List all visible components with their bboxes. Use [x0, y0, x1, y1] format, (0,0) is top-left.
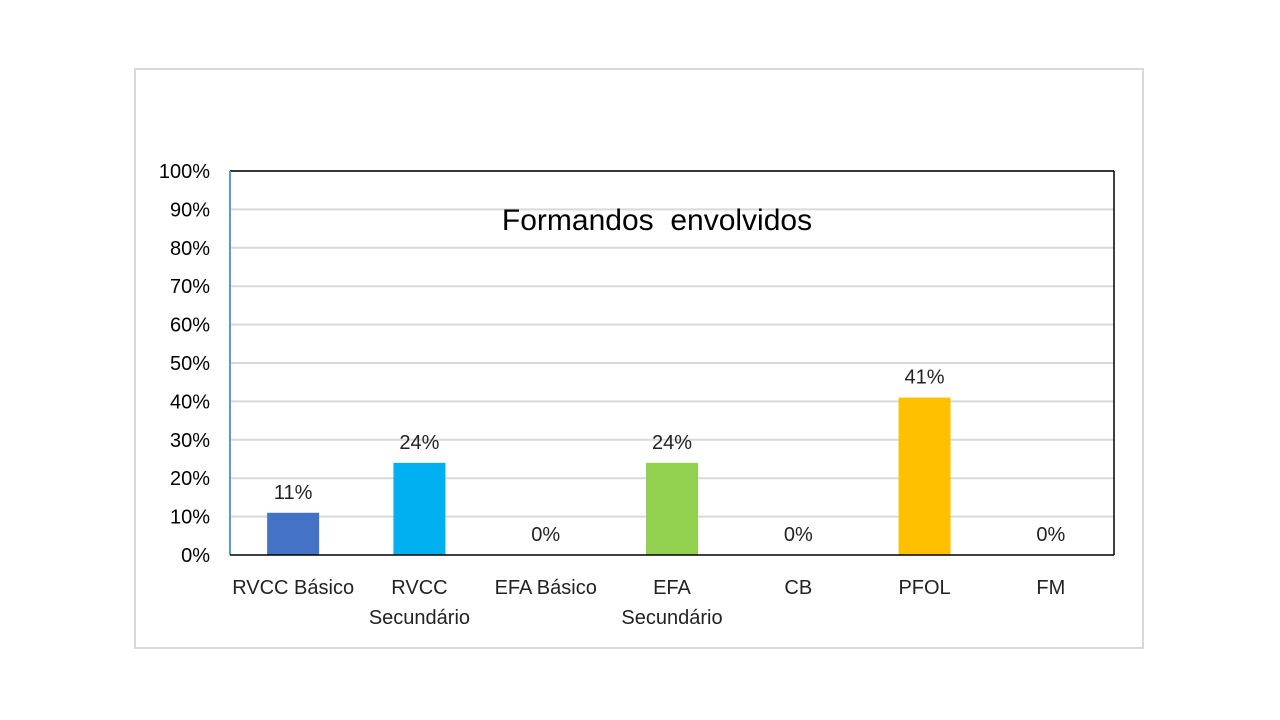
data-label: 0%	[531, 524, 560, 546]
data-label: 24%	[399, 432, 439, 454]
data-label: 11%	[274, 482, 313, 504]
y-tick-label: 30%	[170, 430, 210, 452]
data-label: 0%	[1036, 524, 1065, 546]
x-category-label: PFOL	[898, 577, 950, 599]
x-category-label: FM	[1036, 577, 1065, 599]
y-tick-label: 40%	[170, 391, 210, 413]
y-tick-label: 50%	[170, 353, 210, 375]
x-category-label: CB	[784, 577, 812, 599]
y-tick-label: 20%	[170, 468, 210, 490]
bar	[267, 512, 320, 555]
bar	[646, 462, 698, 555]
axes	[229, 170, 1115, 556]
y-tick-label: 0%	[181, 545, 210, 567]
y-tick-label: 70%	[170, 276, 210, 298]
data-label: 24%	[652, 432, 692, 454]
x-category-label: RVCC Básico	[232, 577, 354, 599]
x-category-label: Secundário	[621, 607, 722, 629]
x-category-label: RVCC	[391, 577, 447, 599]
y-tick-labels: 0% 10% 20% 30% 40% 50% 60% 70% 80% 90% 100%	[159, 161, 210, 567]
x-category-labels: RVCC Básico RVCC Secundário EFA Básico EFA Se…	[232, 577, 1065, 629]
bar	[898, 397, 951, 555]
chart-title: Formandos envolvidos	[502, 204, 812, 237]
y-tick-label: 10%	[170, 507, 210, 529]
data-label: 0%	[784, 524, 813, 546]
bar	[393, 462, 446, 555]
x-category-label: EFA Básico	[495, 577, 597, 599]
y-tick-label: 80%	[170, 238, 210, 260]
bars	[267, 397, 951, 555]
y-tick-label: 100%	[159, 161, 210, 183]
x-category-label: Secundário	[369, 607, 470, 629]
data-label: 41%	[905, 367, 945, 389]
y-tick-label: 90%	[170, 199, 210, 221]
x-category-label: EFA	[653, 577, 691, 599]
y-tick-label: 60%	[170, 315, 210, 337]
data-labels: 11% 24% 0% 24% 0% 41% 0%	[274, 367, 1066, 546]
